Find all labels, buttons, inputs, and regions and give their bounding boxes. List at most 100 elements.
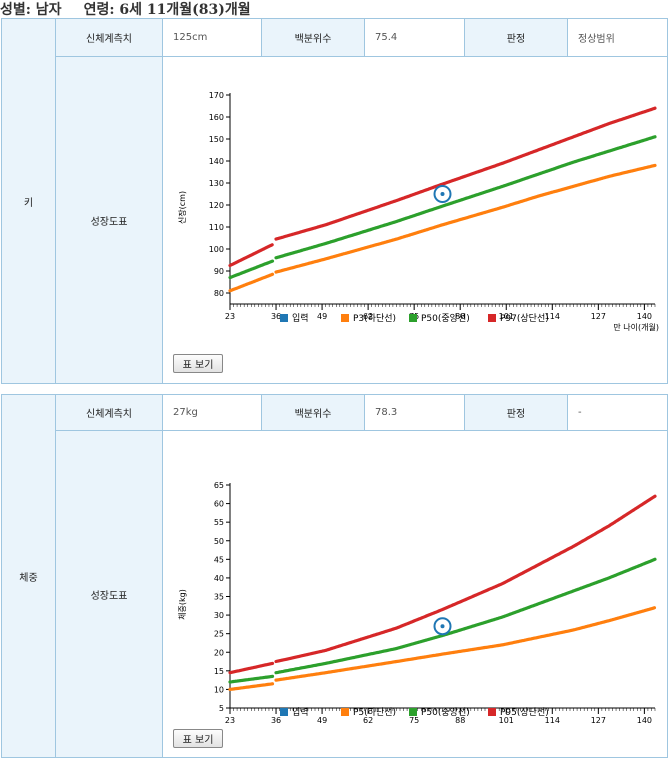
height-section: 키 신체계측치 125cm 백분위수 75.4 판정 정상범위 성장도표 80 9…	[1, 18, 668, 384]
weight-y-tick-label: 45	[214, 555, 224, 564]
height-y-axis-label: 신장(cm)	[177, 191, 187, 224]
height-growth-chart: 8090100110120130140150160170233649627588…	[177, 91, 659, 332]
weight-legend-swatch-3	[409, 708, 417, 716]
height-legend-label-3: P50(중앙선)	[421, 312, 470, 324]
weight-x-tick-label: 88	[455, 716, 465, 723]
weight-x-tick-label: 75	[409, 716, 419, 723]
height-judgment-label: 판정	[465, 19, 568, 57]
height-chart-label: 성장도표	[56, 57, 163, 383]
height-legend-label-4: P97(상단선)	[500, 313, 549, 324]
height-legend-swatch-4	[488, 314, 496, 322]
weight-x-tick-label: 23	[225, 716, 235, 723]
weight-series-line-1	[274, 606, 657, 682]
height-legend-label-2: P3(하단선)	[353, 313, 396, 324]
height-legend-swatch-1	[280, 314, 288, 322]
height-y-tick-label: 150	[209, 135, 224, 144]
weight-y-tick-label: 65	[214, 481, 224, 490]
height-y-tick-label: 120	[209, 201, 224, 210]
height-x-tick-label: 23	[225, 312, 235, 321]
height-percentile-value: 75.4	[365, 19, 465, 57]
height-input-marker-dot	[440, 192, 445, 196]
weight-section: 체중 신체계측치 27kg 백분위수 78.3 판정 - 성장도표 5 10 15 2…	[1, 394, 668, 758]
weight-measure-value: 27kg	[163, 395, 262, 431]
height-x-tick-label: 101	[499, 312, 514, 321]
weight-chart-cell: 5 10 15 20 25 30 35 40 45 50 55 60 65 23 36 49 62 75 88 101…	[163, 431, 667, 757]
height-y-tick-label: 110	[209, 223, 224, 232]
height-x-tick-label: 49	[317, 312, 327, 321]
height-series-line-3	[228, 243, 275, 268]
height-series-line-1	[274, 163, 657, 274]
weight-series-line-3	[228, 661, 275, 675]
weight-judgment-label: 판정	[465, 395, 568, 431]
weight-y-tick-label: 10	[214, 685, 224, 694]
weight-x-tick-label: 101	[499, 716, 514, 723]
weight-y-tick-label: 35	[214, 593, 224, 602]
height-y-tick-label: 160	[209, 113, 224, 122]
weight-legend-label-1: 입력	[292, 706, 309, 718]
weight-y-tick-label: 30	[214, 611, 224, 620]
height-y-tick-label: 130	[209, 179, 224, 188]
weight-x-tick-label: 114	[545, 716, 560, 723]
page-header: 성별: 남자 연령: 6세 11개월(83)개월	[0, 0, 251, 20]
height-y-tick-label: 170	[209, 91, 224, 100]
weight-y-tick-label: 40	[214, 574, 224, 583]
weight-legend-label-2: P5(하단선)	[353, 707, 396, 718]
height-legend-swatch-3	[409, 314, 417, 322]
weight-series-line-2	[228, 674, 275, 684]
height-y-tick-label: 100	[209, 245, 224, 254]
height-x-tick-label: 36	[271, 312, 281, 321]
height-x-tick-label: 114	[545, 312, 560, 321]
weight-y-tick-label: 25	[214, 630, 224, 639]
weight-legend-label-4: P95(상단선)	[500, 707, 549, 718]
weight-growth-chart: 5 10 15 20 25 30 35 40 45 50 55 60 65 23 36 49 62 75 88 101…	[177, 481, 659, 736]
weight-x-tick-label: 127	[591, 716, 606, 723]
weight-series-line-2	[274, 557, 657, 675]
weight-measure-label: 신체계측치	[56, 395, 163, 431]
height-table-view-button[interactable]: 표 보기	[173, 354, 223, 373]
height-y-tick-label: 80	[214, 289, 224, 298]
weight-series-line-1	[228, 682, 275, 691]
height-series-line-2	[274, 135, 657, 260]
weight-x-tick-label: 49	[317, 716, 327, 723]
weight-series-line-3	[274, 494, 657, 664]
height-percentile-label: 백분위수	[262, 19, 365, 57]
weight-y-tick-label: 55	[214, 518, 224, 527]
height-row-label: 키	[2, 19, 56, 383]
height-chart-cell: 8090100110120130140150160170233649627588…	[163, 57, 667, 383]
height-judgment-value: 정상범위	[568, 19, 667, 57]
weight-row-label: 체중	[2, 395, 56, 757]
weight-legend-label-3: P50(중앙선)	[421, 706, 470, 718]
height-measure-value: 125cm	[163, 19, 262, 57]
weight-legend-swatch-2	[341, 708, 349, 716]
weight-chart-label: 성장도표	[56, 431, 163, 757]
weight-input-marker-ring	[433, 617, 452, 636]
height-y-tick-label: 140	[209, 157, 224, 166]
height-x-tick-label: 127	[591, 312, 606, 321]
sex-label: 성별: 남자	[0, 2, 62, 18]
weight-x-tick-label: 140	[637, 716, 652, 723]
height-x-axis-label: 만 나이(개월)	[613, 322, 659, 332]
age-label: 연령: 6세 11개월(83)개월	[83, 2, 251, 18]
weight-y-tick-label: 50	[214, 537, 224, 546]
weight-legend-swatch-4	[488, 708, 496, 716]
weight-y-tick-label: 15	[214, 667, 224, 676]
weight-x-tick-label: 36	[271, 716, 281, 723]
weight-judgment-value: -	[568, 395, 667, 431]
height-series-line-3	[274, 106, 657, 241]
weight-y-tick-label: 20	[214, 648, 224, 657]
weight-table-view-button[interactable]: 표 보기	[173, 729, 223, 748]
weight-y-tick-label: 60	[214, 500, 224, 509]
height-series-line-1	[228, 272, 275, 293]
height-measure-label: 신체계측치	[56, 19, 163, 57]
height-x-tick-label: 88	[455, 312, 465, 321]
weight-y-axis-label: 체중(kg)	[177, 589, 187, 620]
weight-percentile-value: 78.3	[365, 395, 465, 431]
height-legend-swatch-2	[341, 314, 349, 322]
weight-input-marker-dot	[440, 624, 445, 629]
weight-legend-swatch-1	[280, 708, 288, 716]
height-y-tick-label: 90	[214, 267, 224, 276]
height-input-marker-ring	[433, 185, 452, 203]
height-x-tick-label: 62	[363, 312, 373, 321]
weight-y-tick-label: 5	[219, 704, 224, 713]
weight-x-tick-label: 62	[363, 716, 373, 723]
